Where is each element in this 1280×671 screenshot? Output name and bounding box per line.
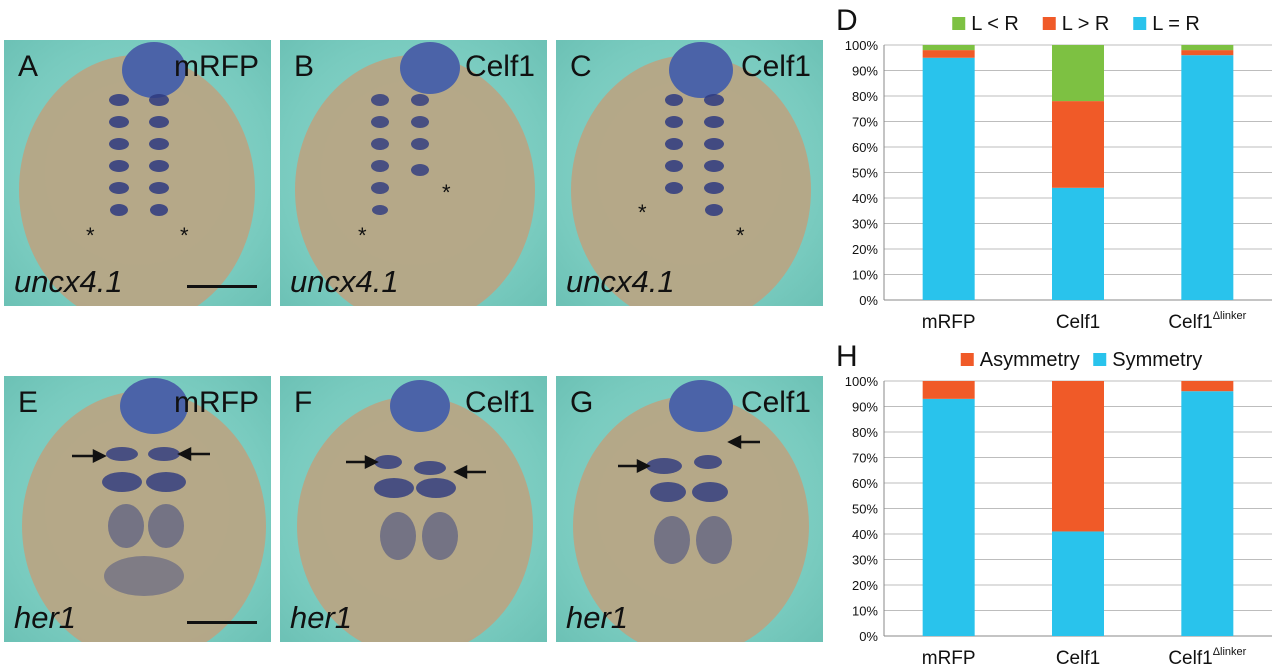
y-tick-label: 60% xyxy=(852,476,878,491)
y-tick-label: 90% xyxy=(852,64,878,79)
bar-segment xyxy=(922,381,975,399)
y-tick-label: 0% xyxy=(859,293,878,308)
legend-label: Asymmetry xyxy=(980,349,1080,371)
embryo-image: ** xyxy=(295,42,535,306)
svg-text:*: * xyxy=(86,223,95,248)
panel-letter: B xyxy=(294,50,315,83)
svg-text:*: * xyxy=(180,223,189,248)
svg-text:*: * xyxy=(638,200,647,225)
x-tick-label: Celf1Δlinker xyxy=(1168,646,1246,669)
panel-letter: A xyxy=(18,50,39,83)
chart-h: 0% 10% 20% 30% 40% 50% 60% 70% 80% 90% 100% mRFP Cel… xyxy=(845,349,1272,669)
y-tick-label: 70% xyxy=(852,451,878,466)
x-tick-label: Celf1Δlinker xyxy=(1168,310,1246,333)
scale-bar xyxy=(187,621,257,624)
panel-letter: C xyxy=(570,50,592,83)
y-tick-label: 50% xyxy=(852,502,878,517)
bar-segment xyxy=(1181,55,1234,301)
panel-b: * * B Celf1 uncx4.1 xyxy=(280,40,547,306)
bar-segment xyxy=(922,398,975,636)
panel-e: E mRFP her1 xyxy=(4,376,271,642)
panel-f: F Celf1 her1 xyxy=(280,376,547,642)
condition-label: mRFP xyxy=(174,50,259,83)
legend-swatch xyxy=(952,17,966,30)
bar-segment xyxy=(1052,101,1104,188)
x-tick-label: Celf1 xyxy=(1056,312,1100,333)
embryo-image xyxy=(297,380,533,642)
gene-label: uncx4.1 xyxy=(566,264,675,299)
bar-segment xyxy=(1181,381,1234,392)
chart-d: 0% 10% 20% 30% 40% 50% 60% 70% 80% 90% 100% mRFP Cel… xyxy=(845,13,1272,333)
gene-label: uncx4.1 xyxy=(290,264,399,299)
scale-bar xyxy=(187,285,257,288)
embryo-image: ** xyxy=(19,42,255,306)
y-tick-label: 100% xyxy=(845,38,879,53)
chart-h-letter: H xyxy=(836,340,858,373)
x-tick-label: Celf1 xyxy=(1056,648,1100,669)
gene-label: her1 xyxy=(290,600,353,635)
legend-label: L < R xyxy=(971,13,1019,35)
x-tick-label: mRFP xyxy=(922,648,976,669)
y-tick-label: 10% xyxy=(852,604,878,619)
bar-segment xyxy=(1052,45,1104,102)
y-tick-label: 60% xyxy=(852,140,878,155)
bar-segment xyxy=(1181,50,1234,56)
condition-label: mRFP xyxy=(174,386,259,419)
y-tick-label: 30% xyxy=(852,217,878,232)
y-tick-label: 20% xyxy=(852,578,878,593)
condition-label: Celf1 xyxy=(464,50,535,83)
y-tick-label: 80% xyxy=(852,89,878,104)
y-tick-label: 40% xyxy=(852,527,878,542)
y-tick-label: 80% xyxy=(852,425,878,440)
bar-segment xyxy=(1052,381,1104,532)
legend-swatch xyxy=(1133,17,1147,30)
legend-swatch xyxy=(1093,353,1107,366)
bar-segment xyxy=(922,45,975,51)
panel-c: * * C Celf1 uncx4.1 xyxy=(556,40,823,306)
svg-text:*: * xyxy=(358,223,367,248)
embryo-image xyxy=(573,380,809,642)
panel-letter: E xyxy=(18,386,39,419)
bar-segment xyxy=(922,57,975,300)
y-tick-label: 20% xyxy=(852,242,878,257)
panel-letter: F xyxy=(294,386,313,419)
x-tick-label: mRFP xyxy=(922,312,976,333)
legend-swatch xyxy=(1042,17,1056,30)
condition-label: Celf1 xyxy=(740,386,811,419)
svg-text:*: * xyxy=(736,223,745,248)
condition-label: Celf1 xyxy=(464,386,535,419)
y-tick-label: 40% xyxy=(852,191,878,206)
gene-label: uncx4.1 xyxy=(14,264,123,299)
legend-label: L = R xyxy=(1152,13,1200,35)
y-tick-label: 70% xyxy=(852,115,878,130)
bar-segment xyxy=(1052,531,1104,636)
svg-text:*: * xyxy=(442,180,451,205)
panel-a: * * A mRFP uncx4.1 xyxy=(4,40,271,306)
legend-swatch xyxy=(960,353,974,366)
y-tick-label: 10% xyxy=(852,268,878,283)
bar-segment xyxy=(922,50,975,58)
y-tick-label: 0% xyxy=(859,629,878,644)
legend-label: Symmetry xyxy=(1112,349,1202,371)
panel-letter: G xyxy=(570,386,594,419)
embryo-image: ** xyxy=(571,42,811,306)
condition-label: Celf1 xyxy=(740,50,811,83)
panel-g: G Celf1 her1 xyxy=(556,376,823,642)
embryo-image xyxy=(22,378,266,642)
gene-label: her1 xyxy=(566,600,629,635)
y-tick-label: 50% xyxy=(852,166,878,181)
gene-label: her1 xyxy=(14,600,77,635)
bar-segment xyxy=(1181,391,1234,636)
chart-d-letter: D xyxy=(836,4,858,37)
bar-segment xyxy=(1052,187,1104,300)
y-tick-label: 100% xyxy=(845,374,879,389)
bar-segment xyxy=(1181,45,1234,51)
y-tick-label: 30% xyxy=(852,553,878,568)
y-tick-label: 90% xyxy=(852,400,878,415)
legend-label: L > R xyxy=(1062,13,1110,35)
